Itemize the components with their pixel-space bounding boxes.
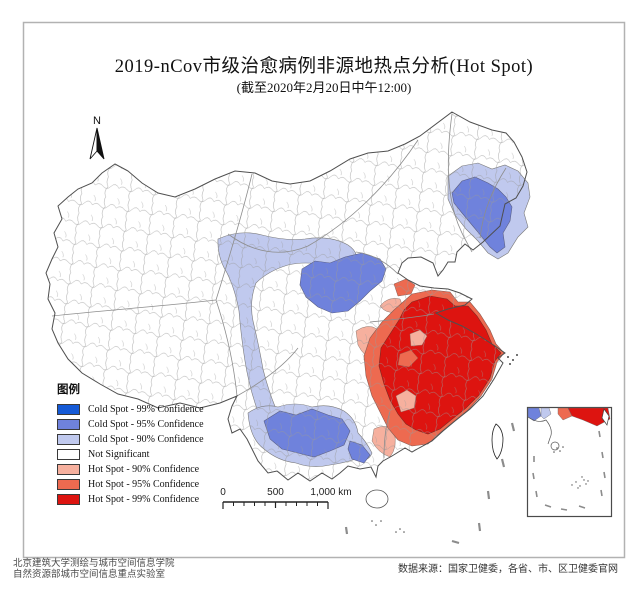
- institution-credit: 北京建筑大学测绘与城市空间信息学院 自然资源部城市空间信息重点实验室: [13, 559, 175, 580]
- hainan-island: [365, 489, 389, 509]
- zhoushan-islands: [507, 354, 518, 365]
- north-arrow-icon: N: [89, 115, 105, 160]
- scale-tick-500: 500: [267, 487, 284, 498]
- paracel-islands-dots: [553, 446, 564, 453]
- taiwan-island: [491, 423, 504, 460]
- legend-swatch-hot99: [57, 494, 80, 505]
- map-title: 2019-nCov市级治愈病例非源地热点分析(Hot Spot): [114, 57, 534, 77]
- scale-bar: 0 500 1,000 km: [220, 487, 352, 509]
- data-source-credit: 数据来源：国家卫健委，各省、市、区卫健委官网: [398, 564, 618, 575]
- legend-label: Hot Spot - 90% Confidence: [88, 464, 200, 475]
- north-label: N: [93, 115, 101, 127]
- taiwan-inset: [601, 408, 610, 426]
- legend-item: Not Significant: [57, 449, 204, 460]
- legend-swatch-notsig: [57, 449, 80, 460]
- legend-swatch-hot95: [57, 479, 80, 490]
- nine-dash-line: [344, 422, 516, 545]
- legend-label: Not Significant: [88, 449, 150, 460]
- scale-tick-0: 0: [220, 487, 226, 498]
- legend-swatch-cold90: [57, 434, 80, 445]
- legend-item: Cold Spot - 90% Confidence: [57, 434, 204, 445]
- legend-item: Hot Spot - 99% Confidence: [57, 494, 204, 505]
- legend-swatch-cold99: [57, 404, 80, 415]
- legend-swatch-cold95: [57, 419, 80, 430]
- scale-tick-1000: 1,000 km: [310, 487, 351, 498]
- map-subtitle: (截至2020年2月20日中午12:00): [236, 80, 412, 95]
- legend-title: 图例: [57, 384, 80, 396]
- spratly-islands-dots: [571, 476, 589, 489]
- province-boundaries: [51, 113, 507, 459]
- legend-label: Hot Spot - 95% Confidence: [88, 479, 200, 490]
- legend-label: Cold Spot - 95% Confidence: [88, 419, 204, 430]
- hainan-inset: [550, 441, 560, 451]
- legend-label: Cold Spot - 99% Confidence: [88, 404, 204, 415]
- south-sea-islets: [371, 520, 405, 533]
- legend-swatch-hot90: [57, 464, 80, 475]
- legend-label: Hot Spot - 99% Confidence: [88, 494, 200, 505]
- map-frame: [22, 21, 626, 559]
- legend-item: Cold Spot - 95% Confidence: [57, 419, 204, 430]
- institution-line-1: 北京建筑大学测绘与城市空间信息学院: [13, 559, 175, 569]
- legend-item: Hot Spot - 90% Confidence: [57, 464, 204, 475]
- south-china-sea-inset: [526, 406, 613, 518]
- legend-item: Cold Spot - 99% Confidence: [57, 404, 204, 415]
- legend-label: Cold Spot - 90% Confidence: [88, 434, 204, 445]
- institution-line-2: 自然资源部城市空间信息重点实验室: [13, 569, 166, 580]
- legend: 图例 Cold Spot - 99% Confidence Cold Spot …: [57, 381, 204, 509]
- legend-item: Hot Spot - 95% Confidence: [57, 479, 204, 490]
